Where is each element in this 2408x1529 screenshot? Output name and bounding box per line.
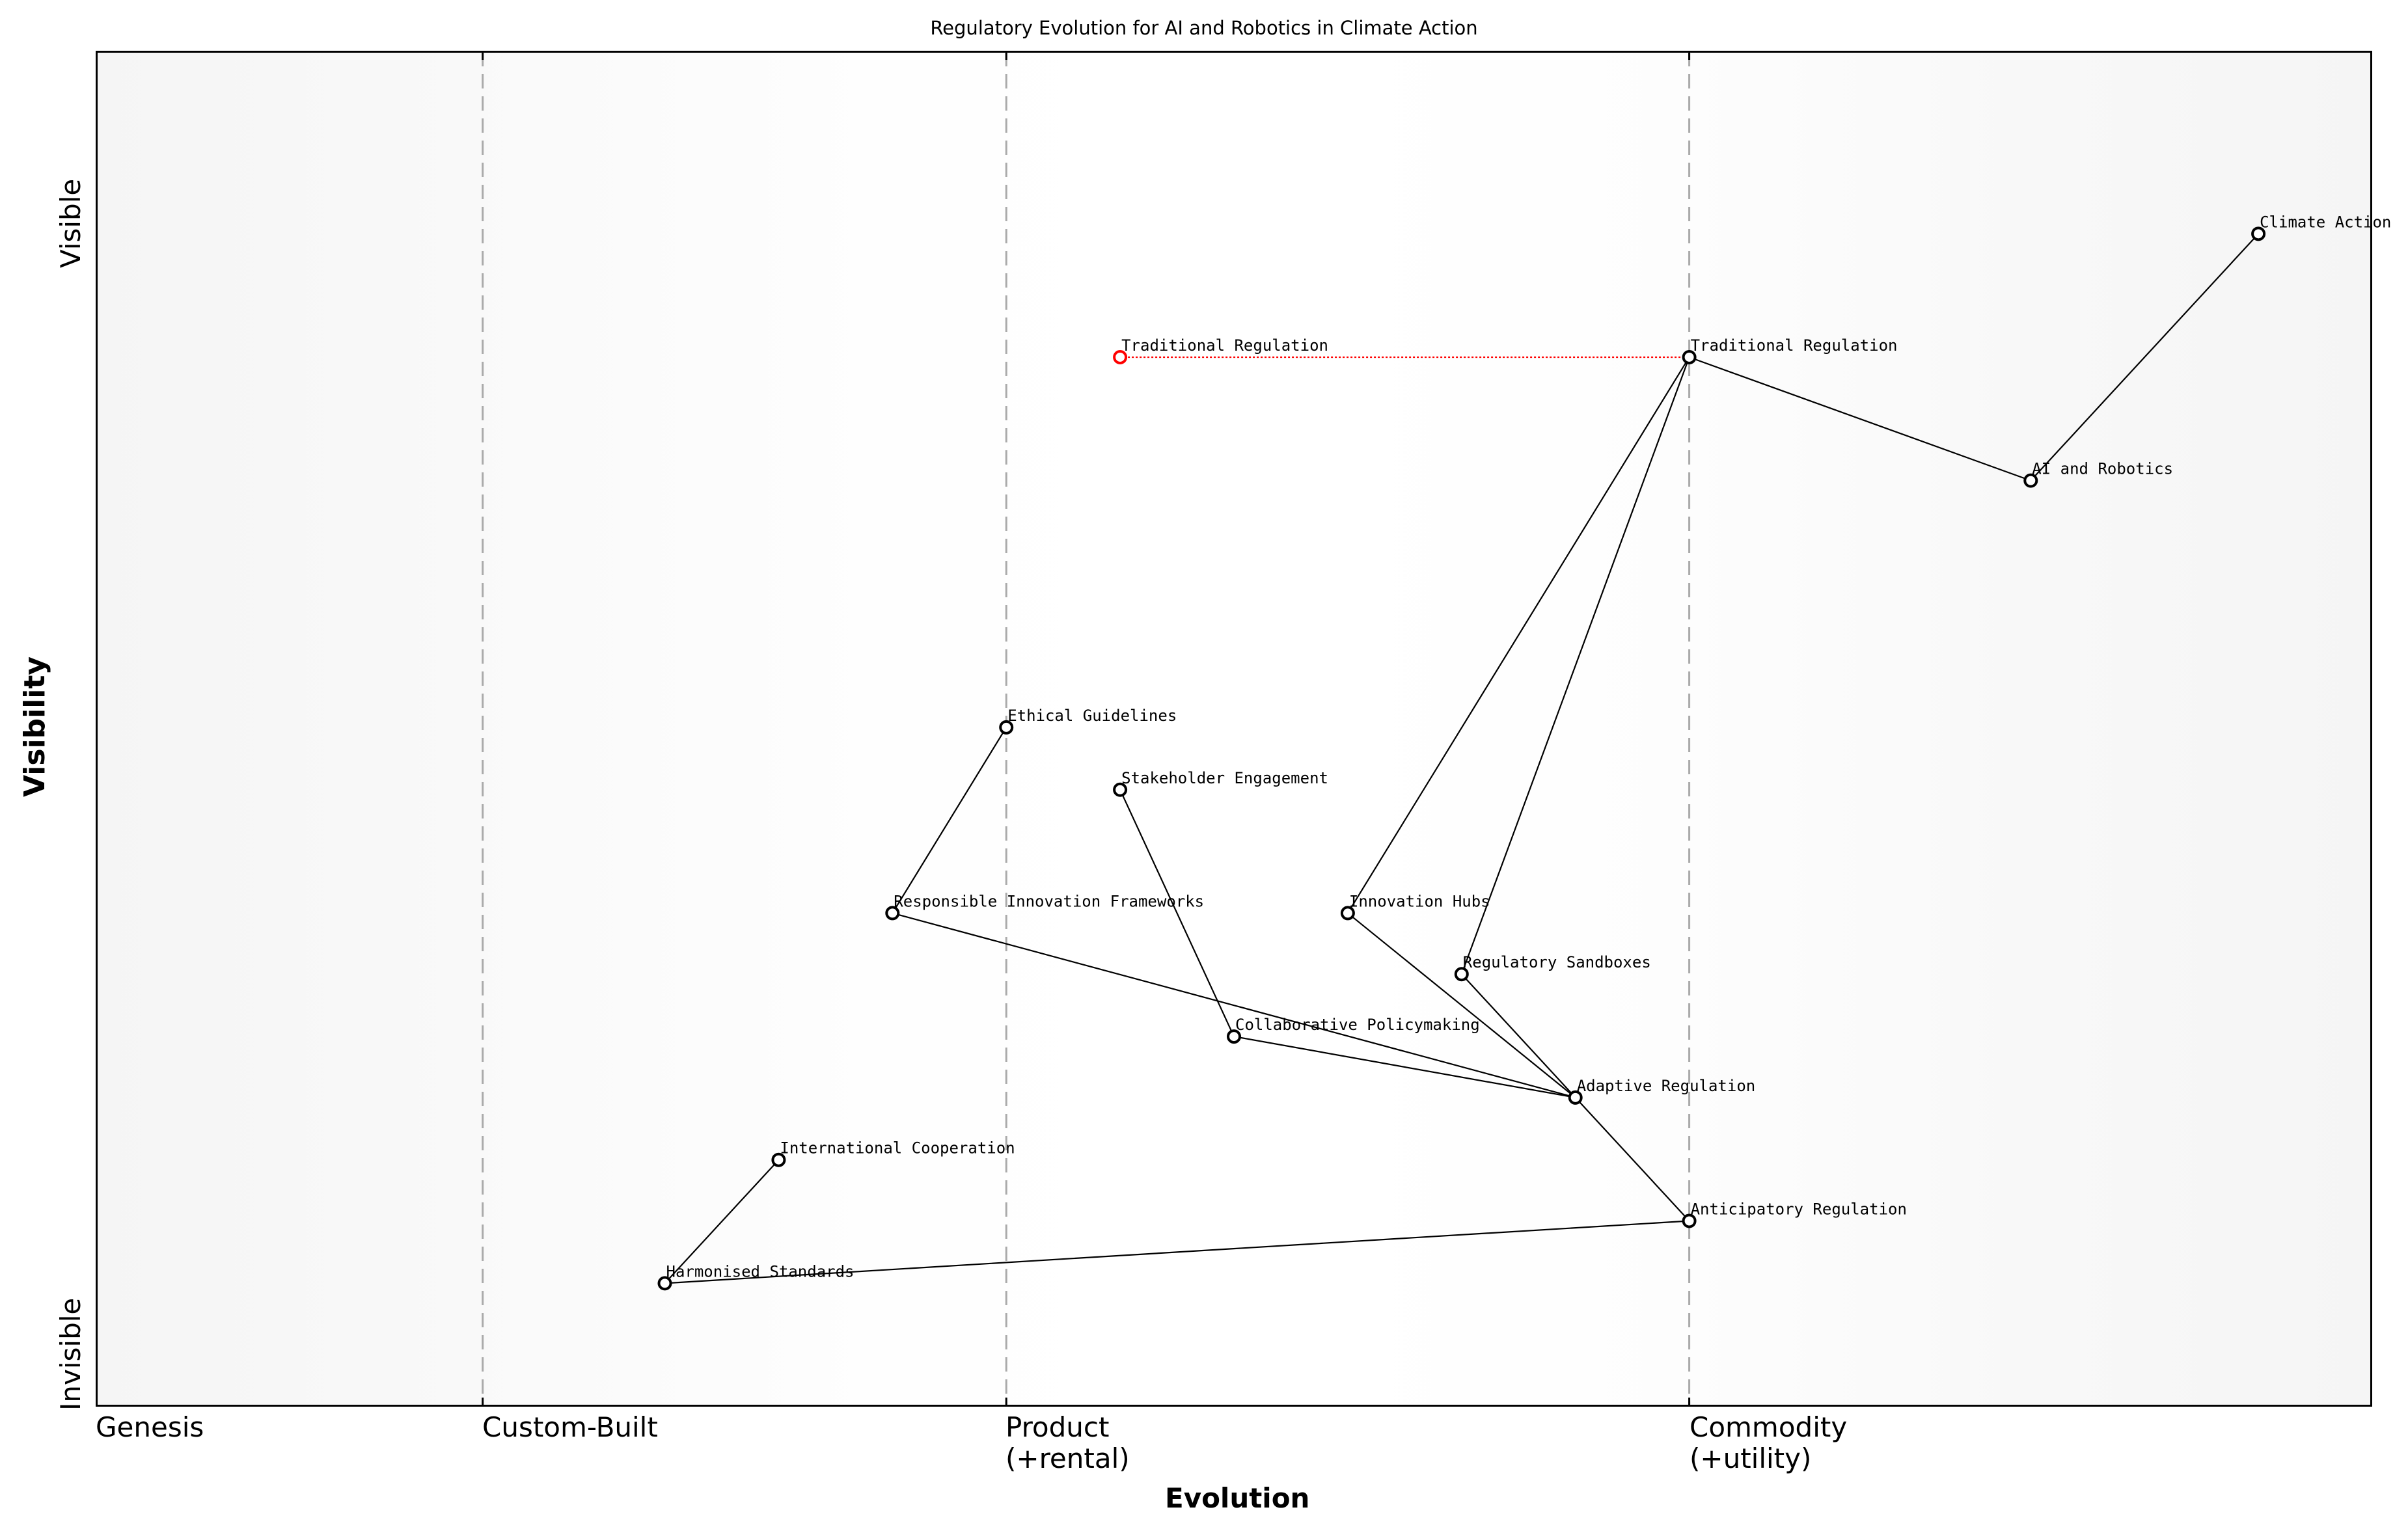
component-label: Climate Action [2260,213,2391,231]
component-node[interactable] [1682,349,1697,364]
component-label: Harmonised Standards [666,1262,855,1280]
x-tick-custom-built: Custom-Built [482,1411,658,1443]
x-axis-label: Evolution [1165,1482,1310,1514]
dependency-link [1119,789,1235,1037]
component-node[interactable] [771,1152,786,1167]
dependency-link [1347,357,1690,913]
component-node[interactable] [657,1276,672,1291]
component-label: Adaptive Regulation [1577,1077,1756,1095]
x-tick-product: Product (+rental) [1006,1411,1130,1474]
component-node[interactable] [999,720,1014,735]
dependency-link [2030,233,2259,481]
component-label: Regulatory Sandboxes [1463,953,1651,971]
x-tick-commodity: Commodity (+utility) [1690,1411,1848,1474]
dependency-link [1460,973,1576,1098]
evolved-component-label: Traditional Regulation [1121,336,1328,355]
component-label: AI and Robotics [2032,460,2173,478]
plot-area [96,51,2372,1407]
component-node[interactable] [1113,782,1128,797]
dependency-link [1689,356,2031,481]
dependency-link [892,912,1576,1098]
component-node[interactable] [885,906,900,921]
dependency-link [1460,357,1690,975]
evolved-component-node[interactable] [1113,349,1128,364]
dependency-link [1347,912,1576,1098]
component-label: Responsible Innovation Frameworks [894,892,1204,910]
dependency-link [664,1220,1690,1284]
component-node[interactable] [1227,1029,1241,1044]
component-node[interactable] [1454,967,1469,982]
y-tick-invisible: Invisible [55,1297,87,1411]
component-node[interactable] [1568,1090,1583,1105]
component-node[interactable] [1340,906,1355,921]
dependency-link [1574,1097,1690,1222]
component-label: Traditional Regulation [1691,336,1898,355]
component-label: Innovation Hubs [1349,892,1490,910]
component-label: International Cooperation [780,1139,1015,1157]
component-label: Anticipatory Regulation [1691,1200,1907,1218]
component-node[interactable] [2023,473,2038,488]
y-axis-label: Visibility [18,656,51,797]
component-label: Stakeholder Engagement [1121,769,1328,787]
chart-title: Regulatory Evolution for AI and Robotics… [930,17,1478,39]
component-node[interactable] [1682,1213,1697,1228]
y-tick-visible: Visible [55,178,87,268]
component-label: Collaborative Policymaking [1235,1016,1480,1034]
component-node[interactable] [2251,226,2266,241]
component-label: Ethical Guidelines [1007,707,1177,725]
dependency-link [892,727,1007,913]
x-tick-genesis: Genesis [96,1411,204,1443]
dependency-link [664,1159,780,1284]
dependency-link [1233,1035,1576,1098]
